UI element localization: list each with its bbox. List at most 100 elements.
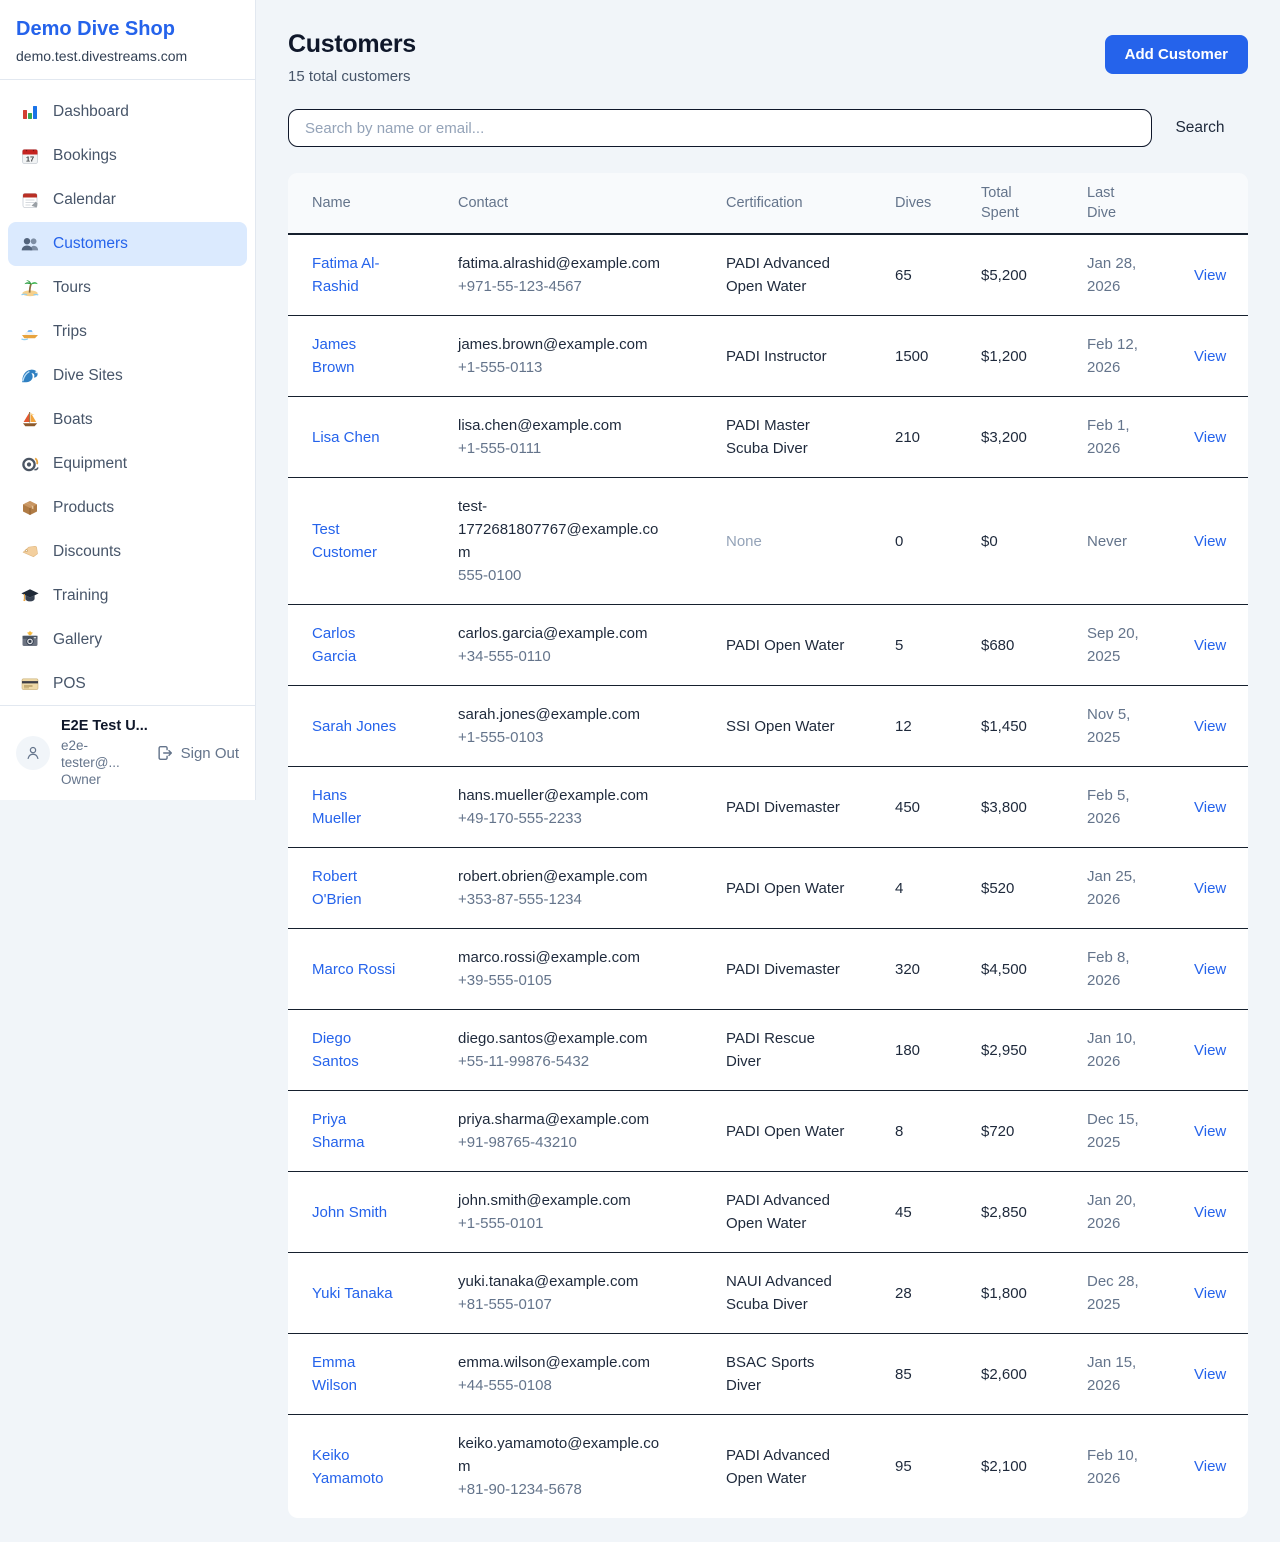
search-input[interactable]: [288, 109, 1152, 147]
customer-name-link[interactable]: Diego Santos: [312, 1030, 359, 1070]
certification: PADI Rescue Diver: [726, 1030, 815, 1070]
view-link[interactable]: View: [1194, 1284, 1227, 1302]
column-header-certification: Certification: [726, 173, 895, 235]
customer-phone: +81-555-0107: [458, 1296, 552, 1313]
graduation-cap-icon: [20, 586, 40, 606]
sidebar-item-bookings[interactable]: 17 Bookings: [8, 134, 247, 178]
certification: BSAC Sports Diver: [726, 1354, 815, 1394]
sidebar-item-label: POS: [53, 675, 86, 692]
total-spent: $1,450: [981, 685, 1087, 767]
table-row: Priya Sharma priya.sharma@example.com +9…: [288, 1090, 1248, 1172]
last-dive: Feb 1, 2026: [1087, 396, 1194, 478]
view-link[interactable]: View: [1194, 636, 1227, 654]
dives-count: 95: [895, 1458, 912, 1475]
total-spent: $3,800: [981, 766, 1087, 848]
sidebar-item-calendar[interactable]: Calendar: [8, 178, 247, 222]
customer-name-link[interactable]: Priya Sharma: [312, 1111, 365, 1151]
total-spent: $2,850: [981, 1171, 1087, 1253]
view-link[interactable]: View: [1194, 1203, 1227, 1221]
sidebar-item-dashboard[interactable]: Dashboard: [8, 90, 247, 134]
dives-count: 1500: [895, 315, 981, 397]
search-row: Search: [288, 109, 1248, 147]
svg-text:17: 17: [26, 155, 34, 164]
contact-cell: yuki.tanaka@example.com +81-555-0107: [458, 1252, 726, 1334]
customer-name-link[interactable]: John Smith: [312, 1203, 388, 1221]
view-link[interactable]: View: [1194, 347, 1227, 365]
add-customer-button[interactable]: Add Customer: [1104, 35, 1248, 74]
contact-cell: hans.mueller@example.com +49-170-555-223…: [458, 766, 726, 848]
sidebar-item-dive-sites[interactable]: Dive Sites: [8, 354, 247, 398]
customer-name-link[interactable]: Sarah Jones: [312, 717, 397, 735]
customer-name-link[interactable]: Fatima Al-Rashid: [312, 255, 380, 295]
sidebar-item-discounts[interactable]: Discounts: [8, 530, 247, 574]
customers-table: Name Contact Certification Dives Total Spent…: [288, 173, 1248, 1518]
speedboat-icon: [20, 322, 40, 342]
view-link[interactable]: View: [1194, 532, 1227, 550]
sidebar-item-label: Training: [53, 587, 109, 604]
view-link[interactable]: View: [1194, 266, 1227, 284]
customer-email: fatima.alrashid@example.com: [458, 255, 660, 272]
customer-email: lisa.chen@example.com: [458, 417, 622, 434]
dive-mask-icon: [20, 454, 40, 474]
calendar-date-icon: 17: [20, 146, 40, 166]
sidebar-item-label: Products: [53, 499, 115, 516]
customer-name-link[interactable]: Test Customer: [312, 521, 378, 561]
certification: PADI Advanced Open Water: [726, 1192, 830, 1232]
customer-email: marco.rossi@example.com: [458, 949, 640, 966]
sidebar-item-pos[interactable]: POS: [8, 662, 247, 705]
table-row: James Brown james.brown@example.com +1-5…: [288, 315, 1248, 397]
contact-cell: robert.obrien@example.com +353-87-555-12…: [458, 847, 726, 929]
column-header-total-spent: Total Spent: [981, 173, 1087, 235]
view-link[interactable]: View: [1194, 1122, 1227, 1140]
view-link[interactable]: View: [1194, 1041, 1227, 1059]
customer-name-link[interactable]: Hans Mueller: [312, 787, 362, 827]
view-link[interactable]: View: [1194, 1365, 1227, 1383]
certification: PADI Open Water: [726, 879, 845, 897]
sidebar-item-trips[interactable]: Trips: [8, 310, 247, 354]
user-info: E2E Test U... e2e-tester@... Owner: [61, 718, 148, 788]
last-dive: Feb 12, 2026: [1087, 315, 1194, 397]
table-row: John Smith john.smith@example.com +1-555…: [288, 1171, 1248, 1253]
view-link[interactable]: View: [1194, 1458, 1227, 1475]
total-spent: $2,600: [981, 1333, 1087, 1415]
customer-phone: +55-11-99876-5432: [458, 1053, 590, 1070]
certification: PADI Open Water: [726, 1122, 845, 1140]
customer-name-link[interactable]: Keiko Yamamoto: [312, 1446, 384, 1487]
view-link[interactable]: View: [1194, 717, 1227, 735]
sidebar-item-training[interactable]: Training: [8, 574, 247, 618]
sidebar-item-customers[interactable]: Customers: [8, 222, 247, 266]
sidebar-item-label: Dashboard: [53, 103, 129, 120]
customer-phone: +39-555-0105: [458, 972, 552, 989]
view-link[interactable]: View: [1194, 428, 1227, 446]
customer-name-link[interactable]: Emma Wilson: [312, 1354, 358, 1394]
customer-name-link[interactable]: Lisa Chen: [312, 428, 380, 446]
view-link[interactable]: View: [1194, 879, 1227, 897]
customer-phone: +49-170-555-2233: [458, 810, 582, 827]
search-button[interactable]: Search: [1152, 118, 1248, 138]
sidebar-item-products[interactable]: Products: [8, 486, 247, 530]
customer-name-link[interactable]: Yuki Tanaka: [312, 1284, 393, 1302]
user-role: Owner: [61, 772, 101, 787]
customer-name-link[interactable]: Robert O'Brien: [312, 868, 362, 908]
customer-name-link[interactable]: Carlos Garcia: [312, 625, 357, 665]
view-link[interactable]: View: [1194, 798, 1227, 816]
sign-out-button[interactable]: Sign Out: [156, 744, 239, 762]
last-dive: Feb 10, 2026: [1087, 1446, 1138, 1487]
customer-name-link[interactable]: James Brown: [312, 336, 357, 376]
customer-name-link[interactable]: Marco Rossi: [312, 960, 396, 978]
sidebar-item-label: Trips: [53, 323, 87, 340]
person-icon: [24, 744, 42, 762]
sidebar-item-tours[interactable]: Tours: [8, 266, 247, 310]
contact-cell: fatima.alrashid@example.com +971-55-123-…: [458, 234, 726, 316]
sidebar-item-boats[interactable]: Boats: [8, 398, 247, 442]
credit-card-icon: [20, 674, 40, 694]
tag-icon: [20, 542, 40, 562]
sidebar-item-equipment[interactable]: Equipment: [8, 442, 247, 486]
total-spent: $5,200: [981, 234, 1087, 316]
customer-email: sarah.jones@example.com: [458, 706, 640, 723]
customer-email: james.brown@example.com: [458, 336, 648, 353]
customer-phone: +34-555-0110: [458, 648, 551, 665]
camera-icon: [20, 630, 40, 650]
view-link[interactable]: View: [1194, 960, 1227, 978]
sidebar-item-gallery[interactable]: Gallery: [8, 618, 247, 662]
